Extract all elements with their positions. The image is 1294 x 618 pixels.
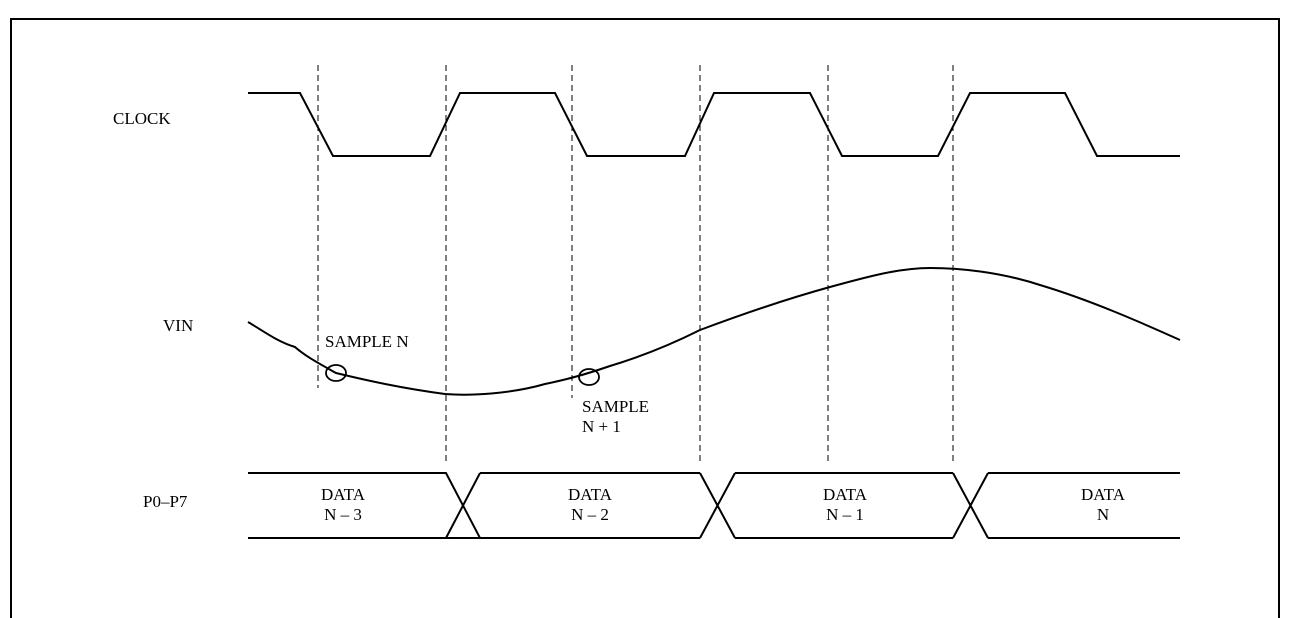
bus-cross-2b bbox=[699, 472, 736, 539]
bus-cross-1 bbox=[445, 472, 481, 539]
reference-lines bbox=[317, 65, 954, 465]
timing-diagram: CLOCK VIN P0–P7 SAMPLE N SAMPLE N + 1 DA… bbox=[113, 65, 1181, 539]
data-bus bbox=[248, 472, 1180, 539]
data-cell-1-line2: N – 3 bbox=[324, 505, 362, 524]
vin-label: VIN bbox=[163, 316, 193, 335]
sample-n1-marker bbox=[578, 368, 600, 386]
data-cell-4-line2: N bbox=[1097, 505, 1109, 524]
vin-waveform bbox=[247, 266, 1181, 396]
data-cell-3-line1: DATA bbox=[823, 485, 868, 504]
bus-label: P0–P7 bbox=[143, 492, 188, 511]
sample-n-marker bbox=[325, 364, 347, 382]
bus-seg-outline-1 bbox=[248, 472, 482, 539]
data-cell-2-line1: DATA bbox=[568, 485, 613, 504]
data-cell-4-line1: DATA bbox=[1081, 485, 1126, 504]
clock-label: CLOCK bbox=[113, 109, 171, 128]
data-cell-1-line1: DATA bbox=[321, 485, 366, 504]
diagram-frame bbox=[10, 18, 1280, 618]
data-cell-3-line2: N – 1 bbox=[826, 505, 864, 524]
sample-n1-label-line1: SAMPLE bbox=[582, 397, 649, 416]
data-cell-2-line2: N – 2 bbox=[571, 505, 609, 524]
clock-waveform bbox=[248, 92, 1180, 157]
sample-n-label: SAMPLE N bbox=[325, 332, 409, 351]
bus-cross-3b bbox=[952, 472, 989, 539]
sample-n1-label-line2: N + 1 bbox=[582, 417, 621, 436]
